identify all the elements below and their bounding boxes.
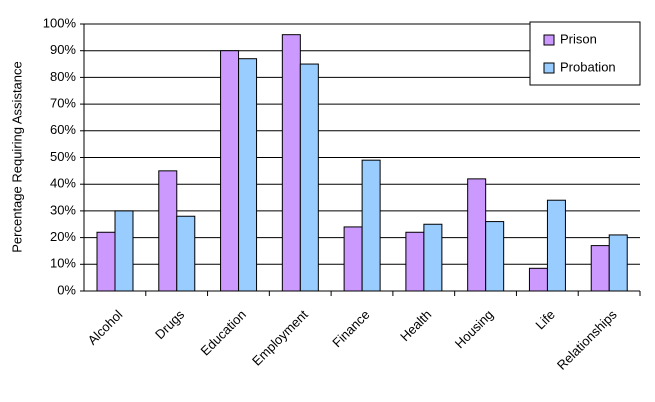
bar	[281, 34, 301, 292]
legend-swatch	[543, 62, 555, 74]
y-tick-label: 100%	[43, 15, 77, 30]
bar	[546, 199, 566, 292]
legend-label: Prison	[560, 31, 597, 46]
legend-label: Probation	[560, 59, 616, 74]
y-axis-label: Percentage Requiring Assistance	[9, 61, 24, 253]
y-tick-label: 40%	[50, 176, 76, 191]
bar	[96, 231, 116, 292]
bar	[608, 234, 628, 292]
bar	[343, 226, 363, 292]
legend-swatch	[543, 34, 555, 46]
y-tick-label: 0%	[57, 282, 76, 297]
x-tick-label: Health	[397, 307, 434, 344]
y-tick-label: 80%	[50, 69, 76, 84]
y-tick-label: 70%	[50, 96, 76, 111]
bar	[405, 231, 425, 292]
bar	[176, 215, 196, 292]
y-tick-label: 50%	[50, 149, 76, 164]
bar	[467, 178, 487, 292]
bar	[158, 170, 178, 292]
bar	[299, 63, 319, 292]
bar	[485, 221, 505, 292]
y-tick-label: 20%	[50, 229, 76, 244]
x-tick-label: Life	[532, 307, 557, 332]
x-tick-label: Employment	[249, 307, 311, 369]
bar	[528, 267, 548, 292]
y-tick-label: 10%	[50, 256, 76, 271]
bar	[361, 159, 381, 292]
bar	[238, 58, 258, 292]
legend-box	[529, 21, 641, 86]
y-tick-label: 90%	[50, 42, 76, 57]
bar	[114, 210, 134, 292]
x-tick-label: Finance	[329, 307, 372, 350]
bar	[423, 223, 443, 292]
x-tick-label: Alcohol	[85, 307, 126, 348]
y-tick-label: 30%	[50, 202, 76, 217]
bar	[220, 50, 240, 292]
x-tick-label: Drugs	[152, 307, 187, 342]
bar	[590, 245, 610, 292]
x-tick-label: Education	[197, 307, 248, 358]
y-tick-label: 60%	[50, 122, 76, 137]
x-tick-label: Relationships	[554, 307, 620, 373]
x-tick-label: Housing	[452, 307, 496, 351]
